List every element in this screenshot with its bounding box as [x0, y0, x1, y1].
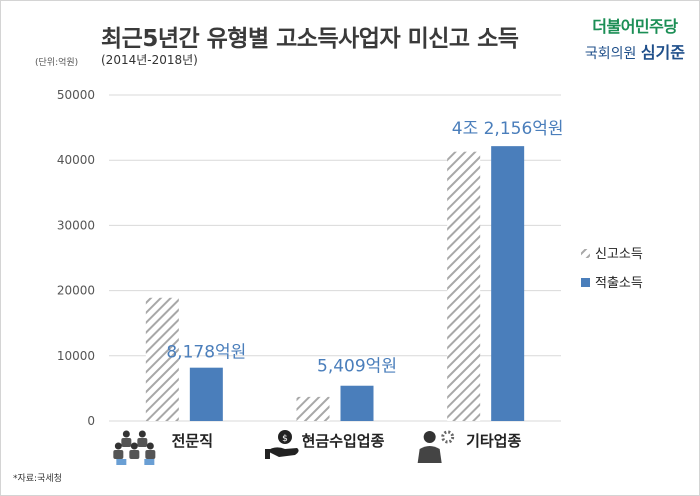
person-head-shape — [114, 442, 122, 450]
y-tick-label: 30000 — [57, 218, 95, 232]
member-credit: 국회의원 심기준 — [585, 39, 685, 63]
y-axis-ticks: 0 10000 20000 30000 40000 50000 — [57, 88, 95, 428]
person-body-shape — [121, 438, 132, 447]
person-body-shape — [145, 450, 156, 459]
legend-swatch-collected — [581, 278, 590, 287]
category-labels: 전문직 현금수입업종 기타업종 — [172, 432, 522, 450]
businessman-head-shape — [423, 431, 436, 443]
dollar-glyph: $ — [282, 434, 288, 444]
bar-collected-2 — [340, 385, 374, 421]
data-label-1: 8,178억원 — [166, 343, 246, 363]
gear-shape — [441, 430, 455, 444]
person-body-shape — [113, 450, 124, 459]
professionals-icon — [113, 430, 156, 465]
hand-shape — [267, 447, 299, 457]
person-body-shape — [137, 438, 148, 447]
bar-reported-3 — [447, 151, 481, 421]
person-head-shape — [122, 430, 130, 438]
data-label-3: 4조 2,156억원 — [452, 119, 564, 139]
y-tick-label: 50000 — [57, 88, 95, 102]
category-label-2: 현금수입업종 — [302, 432, 385, 450]
money-hand-icon: $ — [265, 430, 299, 459]
unit-label: (단위:억원) — [35, 58, 79, 68]
party-logo: 더불어민주당 국회의원 심기준 — [585, 13, 685, 63]
bars — [145, 146, 525, 421]
person-body-shape — [129, 450, 140, 459]
chart-title: 최근5년간 유형별 고소득사업자 미신고 소득 — [101, 26, 519, 52]
legend-label-collected: 적출소득 — [595, 276, 643, 291]
laptop-shape — [116, 459, 127, 465]
y-tick-label: 0 — [87, 414, 95, 428]
legend-label-reported: 신고소득 — [595, 247, 643, 262]
businessman-body-shape — [417, 446, 442, 463]
category-label-3: 기타업종 — [466, 432, 521, 450]
bar-collected-3 — [491, 146, 525, 421]
y-tick-label: 40000 — [57, 153, 95, 167]
chart-subtitle: (2014년-2018년) — [101, 53, 198, 67]
member-name: 심기준 — [640, 43, 685, 62]
cuff-shape — [265, 449, 270, 459]
money-bag-shape — [278, 430, 292, 444]
party-name: 더불어민주당 — [592, 17, 678, 36]
y-tick-label: 20000 — [57, 284, 95, 298]
legend-swatch-reported — [581, 249, 590, 258]
person-head-shape — [146, 442, 154, 450]
category-icons: $ — [113, 430, 455, 465]
person-head-shape — [130, 442, 138, 450]
bar-reported-1 — [145, 297, 179, 421]
businessman-gear-icon — [417, 430, 455, 463]
gridlines — [109, 94, 561, 422]
source-note: *자료:국세청 — [13, 474, 62, 484]
laptop-shape — [144, 459, 155, 465]
data-labels: 8,178억원 5,409억원 4조 2,156억원 — [166, 119, 563, 377]
bar-collected-1 — [189, 367, 223, 421]
y-tick-label: 10000 — [57, 349, 95, 363]
person-head-shape — [138, 430, 146, 438]
member-office: 국회의원 — [584, 46, 637, 62]
bar-reported-2 — [296, 396, 330, 421]
category-label-1: 전문직 — [172, 432, 213, 450]
data-label-2: 5,409억원 — [317, 357, 397, 377]
